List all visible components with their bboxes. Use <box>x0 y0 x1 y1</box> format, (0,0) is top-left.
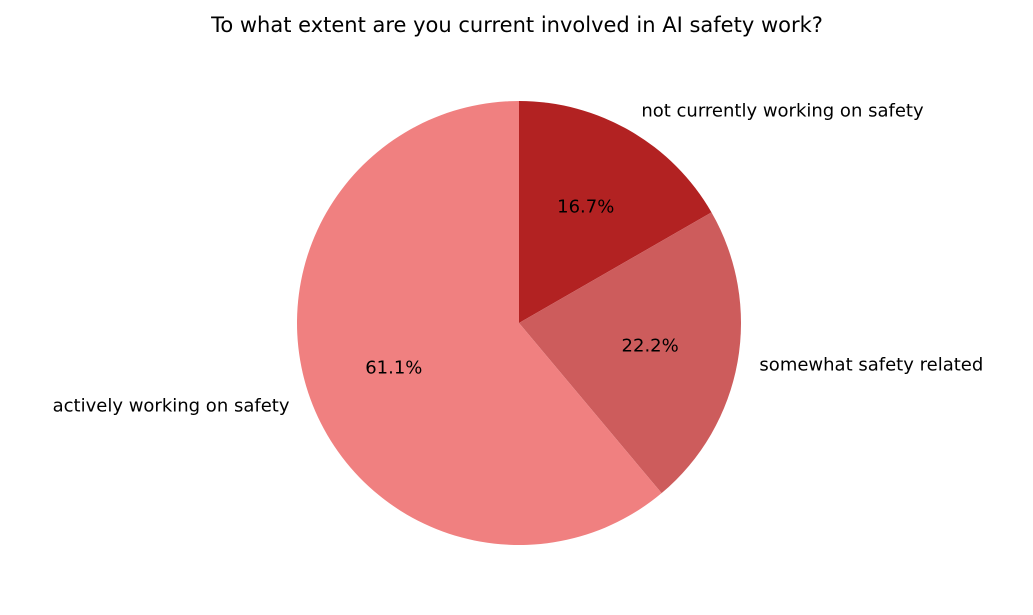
percent-label: 22.2% <box>622 335 679 356</box>
percent-label: 16.7% <box>557 197 614 218</box>
pie-slice <box>519 101 712 323</box>
chart-title: To what extent are you current involved … <box>210 13 823 37</box>
slice-label: not currently working on safety <box>641 101 924 122</box>
pie-slice <box>297 101 662 545</box>
pie-slice <box>519 212 741 494</box>
percent-label: 61.1% <box>365 358 422 379</box>
slice-label: somewhat safety related <box>759 355 983 376</box>
slice-label: actively working on safety <box>53 395 290 416</box>
